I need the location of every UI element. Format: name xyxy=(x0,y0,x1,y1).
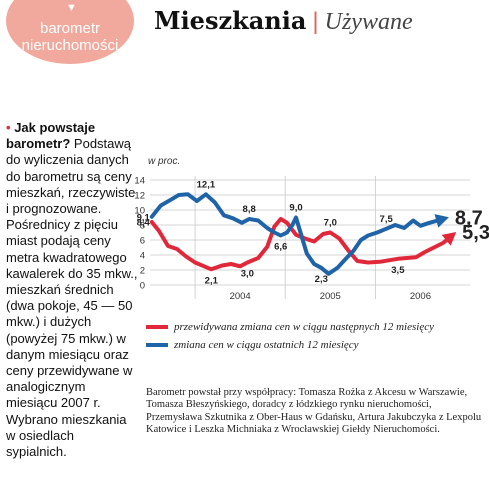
sidebar-text: • Jak powstaje barometr? Podstawą do wyl… xyxy=(6,120,138,460)
y-tick-6: 6 xyxy=(140,236,145,247)
y-tick-2: 2 xyxy=(140,266,145,277)
title-separator: | xyxy=(312,8,319,35)
y-tick-8: 8 xyxy=(140,221,145,232)
end-label-blue: 8,7 xyxy=(455,207,483,229)
y-tick-10: 10 xyxy=(134,206,145,217)
data-label-red-3: 7,0 xyxy=(324,218,337,229)
legend-item-blue: zmiana cen w ciągu ostatnich 12 miesięcy xyxy=(146,336,434,354)
series-line-red xyxy=(149,217,452,272)
x-tick-2004: 2004 xyxy=(230,291,251,302)
data-label-red-4: 3,5 xyxy=(391,265,405,276)
down-arrow-icon: ▼ xyxy=(66,2,77,14)
legend-swatch-red xyxy=(146,325,168,329)
y-tick-14: 14 xyxy=(134,176,145,187)
title-subtitle: Używane xyxy=(324,9,413,35)
footnote: Barometr powstał przy współpracy: Tomasz… xyxy=(146,387,482,435)
series-arrowhead-blue xyxy=(434,214,449,228)
data-label-blue-5: 2,3 xyxy=(315,274,328,285)
sidebar-heading: Jak powstaje barometr? xyxy=(6,120,96,152)
barometer-badge: ▼ barometr nieruchomości xyxy=(6,0,134,64)
data-label-blue-6: 7,5 xyxy=(380,214,394,225)
data-label-blue-2: 8,8 xyxy=(243,204,256,215)
badge-line-2: nieruchomości xyxy=(21,37,119,54)
y-tick-12: 12 xyxy=(134,191,145,202)
sidebar-body: Podstawą do wyliczenia danych do baromet… xyxy=(6,136,138,460)
y-tick-4: 4 xyxy=(140,251,145,262)
page-title: Mieszkania | Używane xyxy=(154,6,413,36)
bullet-icon: • xyxy=(6,120,11,135)
data-label-red-2: 3,0 xyxy=(241,269,254,280)
legend-label-blue: zmiana cen w ciągu ostatnich 12 miesięcy xyxy=(174,339,359,351)
data-label-blue-3: 6,6 xyxy=(274,242,287,253)
x-tick-2005: 2005 xyxy=(320,291,341,302)
x-tick-2006: 2006 xyxy=(410,291,431,302)
data-label-red-1: 2,1 xyxy=(205,275,219,286)
data-label-blue-4: 9,0 xyxy=(289,203,302,214)
line-chart: w proc. 0 2 4 6 8 10 12 14 2004 2005 2006 5,3 8,4 2,1 3… xyxy=(134,156,489,302)
end-label-red: 5,3 xyxy=(462,222,489,244)
legend-swatch-blue xyxy=(146,343,168,347)
legend-item-red: przewidywana zmiana cen w ciągu następny… xyxy=(146,318,434,336)
chart-legend: przewidywana zmiana cen w ciągu następny… xyxy=(146,318,434,354)
data-label-red-0: 8,4 xyxy=(137,218,151,229)
data-label-blue-0: 9,1 xyxy=(137,212,151,223)
series-arrowhead-red xyxy=(441,232,457,246)
y-axis-label: w proc. xyxy=(148,156,180,167)
legend-label-red: przewidywana zmiana cen w ciągu następny… xyxy=(174,321,434,333)
data-label-blue-1: 12,1 xyxy=(197,179,216,190)
series-line-blue xyxy=(149,192,443,276)
badge-line-1: barometr xyxy=(39,20,101,37)
y-tick-0: 0 xyxy=(140,281,145,292)
title-main: Mieszkania xyxy=(154,6,307,35)
